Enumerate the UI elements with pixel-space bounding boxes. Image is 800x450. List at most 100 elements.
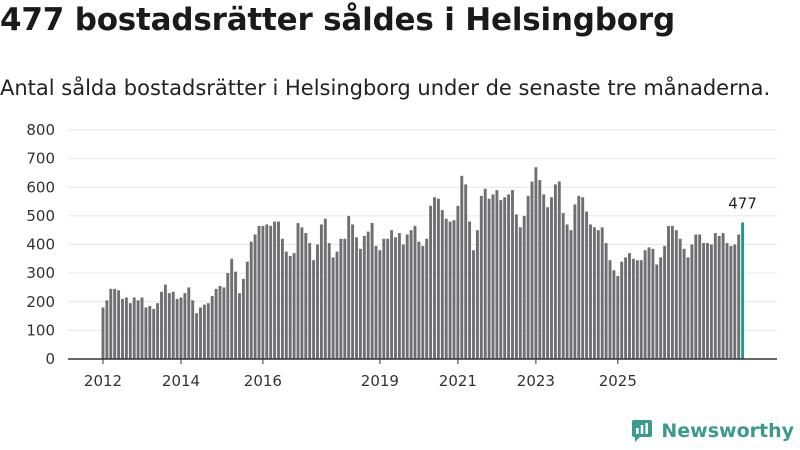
- bar: [596, 230, 600, 359]
- bar: [136, 300, 140, 359]
- bar: [709, 244, 713, 359]
- bar: [210, 296, 214, 359]
- newsworthy-brand: Newsworthy: [629, 418, 794, 444]
- bar: [694, 234, 698, 359]
- bar: [429, 205, 433, 359]
- bar: [581, 197, 585, 359]
- bar: [101, 307, 105, 359]
- bar: [421, 245, 425, 359]
- bar: [569, 230, 573, 359]
- bar: [491, 194, 495, 359]
- bar: [472, 250, 475, 359]
- bar: [659, 257, 663, 359]
- bar: [144, 307, 148, 359]
- bar: [674, 230, 678, 359]
- bar: [405, 234, 409, 359]
- bars-layer: [101, 167, 745, 360]
- bar: [690, 244, 694, 359]
- bar: [514, 214, 518, 359]
- bar: [401, 244, 405, 359]
- bar: [234, 271, 238, 359]
- bar-latest: [741, 222, 745, 359]
- bar: [616, 275, 620, 359]
- bar: [343, 238, 347, 359]
- bar: [304, 233, 308, 359]
- bar: [191, 300, 195, 359]
- bar: [280, 238, 284, 359]
- bar: [109, 288, 113, 359]
- bar: [444, 218, 448, 359]
- bar: [269, 225, 273, 359]
- bar: [312, 260, 316, 359]
- bar: [542, 194, 546, 359]
- bar: [300, 227, 304, 359]
- bar: [132, 297, 136, 359]
- bar: [698, 234, 702, 359]
- bar: [175, 298, 179, 359]
- x-ticks-layer: 2012 2014 2016 2019 2021 2023 2025: [84, 359, 637, 390]
- bar: [152, 308, 156, 359]
- bar: [538, 180, 542, 359]
- bar: [319, 224, 323, 359]
- bar: [670, 225, 674, 359]
- bar: [113, 288, 117, 359]
- bar: [206, 303, 210, 359]
- bar: [647, 247, 651, 359]
- bar: [117, 290, 121, 359]
- bar: [366, 231, 370, 359]
- bar: [612, 270, 616, 359]
- bar: [241, 278, 245, 359]
- bar: [511, 190, 514, 359]
- bar: [483, 188, 487, 359]
- bar: [678, 238, 682, 359]
- bar: [124, 297, 128, 359]
- bar: [382, 238, 386, 359]
- y-tick-label: 400: [26, 236, 55, 254]
- x-tick-label: 2021: [439, 372, 477, 390]
- bar: [589, 224, 592, 359]
- bar: [433, 197, 436, 359]
- bar: [635, 260, 639, 359]
- y-tick-label: 200: [26, 293, 55, 311]
- bar: [628, 253, 631, 359]
- bar: [265, 224, 269, 359]
- x-tick-label: 2019: [361, 372, 399, 390]
- bar: [604, 243, 608, 359]
- bar: [577, 195, 581, 359]
- bar: [448, 221, 452, 359]
- bar: [355, 237, 358, 359]
- bar: [682, 248, 686, 359]
- bar: [128, 303, 132, 359]
- bar: [460, 175, 464, 359]
- bar: [663, 245, 667, 359]
- bar: [308, 243, 312, 359]
- bar: [553, 184, 557, 359]
- y-tick-label: 600: [26, 178, 55, 196]
- bar: [347, 215, 351, 360]
- bar: [651, 248, 655, 359]
- bar: [253, 234, 257, 359]
- y-tick-label: 700: [26, 150, 55, 168]
- bar: [386, 238, 390, 359]
- bar: [729, 245, 733, 359]
- bar: [370, 223, 374, 359]
- newsworthy-logo-icon: [632, 420, 653, 442]
- bar: [425, 238, 429, 359]
- bar: [195, 313, 199, 359]
- bar: [655, 264, 659, 359]
- bar: [331, 257, 335, 359]
- bar: [737, 234, 741, 359]
- bar: [643, 250, 647, 359]
- bar: [394, 237, 397, 359]
- bar: [518, 227, 522, 359]
- bar: [140, 297, 144, 359]
- bar: [600, 227, 604, 359]
- last-value-label: 477: [728, 194, 757, 212]
- bar: [292, 253, 296, 359]
- bar: [452, 220, 456, 359]
- bar: [261, 225, 265, 359]
- bar: [526, 195, 530, 359]
- bar: [288, 255, 292, 359]
- bar: [327, 243, 331, 359]
- bar: [592, 227, 596, 359]
